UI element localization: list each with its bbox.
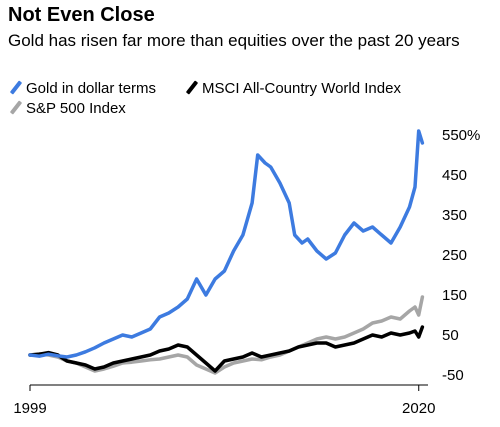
legend-item-sp500: S&P 500 Index xyxy=(8,100,126,117)
x-tick-label: 2020 xyxy=(402,400,435,417)
y-tick-label: 550% xyxy=(442,127,480,144)
y-tick-label: 450 xyxy=(442,167,467,184)
legend-label-gold: Gold in dollar terms xyxy=(26,80,157,97)
chart-title: Not Even Close xyxy=(8,4,155,26)
legend-item-msci: MSCI All-Country World Index xyxy=(184,80,401,97)
legend-label-msci: MSCI All-Country World Index xyxy=(202,80,401,97)
y-tick-label: -50 xyxy=(442,367,464,384)
legend-item-gold: Gold in dollar terms xyxy=(8,80,156,97)
y-tick-label: 250 xyxy=(442,247,467,264)
series-line-0 xyxy=(28,129,425,359)
series-line-2 xyxy=(28,295,425,375)
y-tick-label: 150 xyxy=(442,287,467,304)
x-tick-label: 1999 xyxy=(13,400,46,417)
series-line-1 xyxy=(28,325,425,373)
y-tick-label: 50 xyxy=(442,327,459,344)
legend-label-sp500: S&P 500 Index xyxy=(26,100,126,117)
y-tick-label: 350 xyxy=(442,207,467,224)
chart-subtitle: Gold has risen far more than equities ov… xyxy=(8,31,460,50)
